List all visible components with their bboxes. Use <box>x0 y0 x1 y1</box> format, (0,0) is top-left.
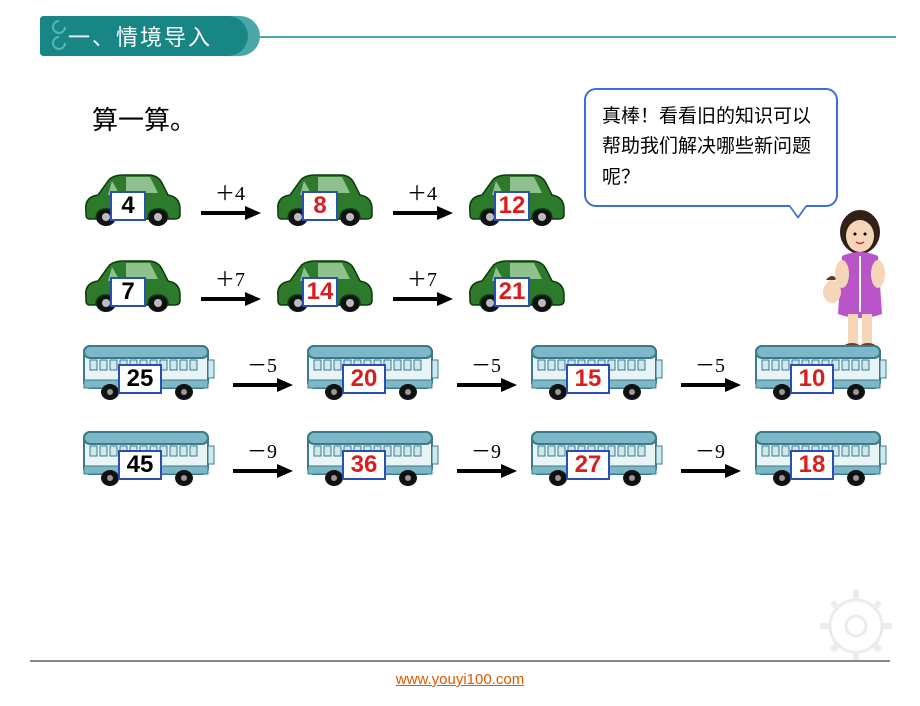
exercise-row: 4 ＋4 8 ＋4 12 <box>80 161 860 237</box>
value-box: 10 <box>790 364 834 394</box>
gear-decoration <box>806 576 906 676</box>
op-label: －9 <box>247 435 277 464</box>
footer-divider <box>30 660 890 662</box>
op-arrow: －9 <box>676 435 744 480</box>
op-arrow: －9 <box>452 435 520 480</box>
op-arrow: －9 <box>228 435 296 480</box>
op-arrow: ＋4 <box>388 177 456 222</box>
op-label: －5 <box>471 349 501 378</box>
main-content: 算一算。 4 ＋4 8 ＋4 12 7 ＋7 <box>0 64 920 495</box>
bus-vehicle: 45 <box>80 426 216 488</box>
op-arrow: －5 <box>228 349 296 394</box>
op-arrow: －5 <box>676 349 744 394</box>
op-arrow: ＋4 <box>196 177 264 222</box>
value-box: 18 <box>790 450 834 480</box>
op-arrow: －5 <box>452 349 520 394</box>
bus-vehicle: 20 <box>304 340 440 402</box>
car-vehicle: 8 <box>272 171 376 227</box>
op-label: －5 <box>247 349 277 378</box>
value-box: 12 <box>494 191 530 221</box>
binder-icon <box>52 20 84 52</box>
bus-vehicle: 15 <box>528 340 664 402</box>
op-label: ＋7 <box>215 263 245 292</box>
header-divider <box>260 36 896 38</box>
op-label: －9 <box>695 435 725 464</box>
exercise-row: 25 －5 20 －5 15 －5 10 <box>80 333 860 409</box>
op-label: ＋4 <box>407 177 437 206</box>
header-banner: 一、情境导入 <box>0 16 920 64</box>
value-box: 27 <box>566 450 610 480</box>
exercise-rows: 4 ＋4 8 ＋4 12 7 ＋7 <box>80 161 860 495</box>
value-box: 14 <box>302 277 338 307</box>
car-vehicle: 14 <box>272 257 376 313</box>
bus-vehicle: 36 <box>304 426 440 488</box>
footer-link: www.youyi100.com <box>0 671 920 688</box>
op-label: ＋4 <box>215 177 245 206</box>
value-box: 20 <box>342 364 386 394</box>
exercise-row: 7 ＋7 14 ＋7 21 <box>80 247 860 323</box>
car-vehicle: 7 <box>80 257 184 313</box>
bus-vehicle: 25 <box>80 340 216 402</box>
value-box: 45 <box>118 450 162 480</box>
op-arrow: ＋7 <box>196 263 264 308</box>
op-label: －9 <box>471 435 501 464</box>
op-label: －5 <box>695 349 725 378</box>
value-box: 36 <box>342 450 386 480</box>
bus-vehicle: 18 <box>752 426 888 488</box>
exercise-row: 45 －9 36 －9 27 －9 18 <box>80 419 860 495</box>
bus-vehicle: 10 <box>752 340 888 402</box>
value-box: 4 <box>110 191 146 221</box>
value-box: 15 <box>566 364 610 394</box>
car-vehicle: 4 <box>80 171 184 227</box>
value-box: 8 <box>302 191 338 221</box>
car-vehicle: 12 <box>464 171 568 227</box>
op-label: ＋7 <box>407 263 437 292</box>
value-box: 25 <box>118 364 162 394</box>
header-tab: 一、情境导入 <box>40 16 260 56</box>
bus-vehicle: 27 <box>528 426 664 488</box>
subtitle: 算一算。 <box>92 100 860 137</box>
value-box: 7 <box>110 277 146 307</box>
op-arrow: ＋7 <box>388 263 456 308</box>
car-vehicle: 21 <box>464 257 568 313</box>
value-box: 21 <box>494 277 530 307</box>
